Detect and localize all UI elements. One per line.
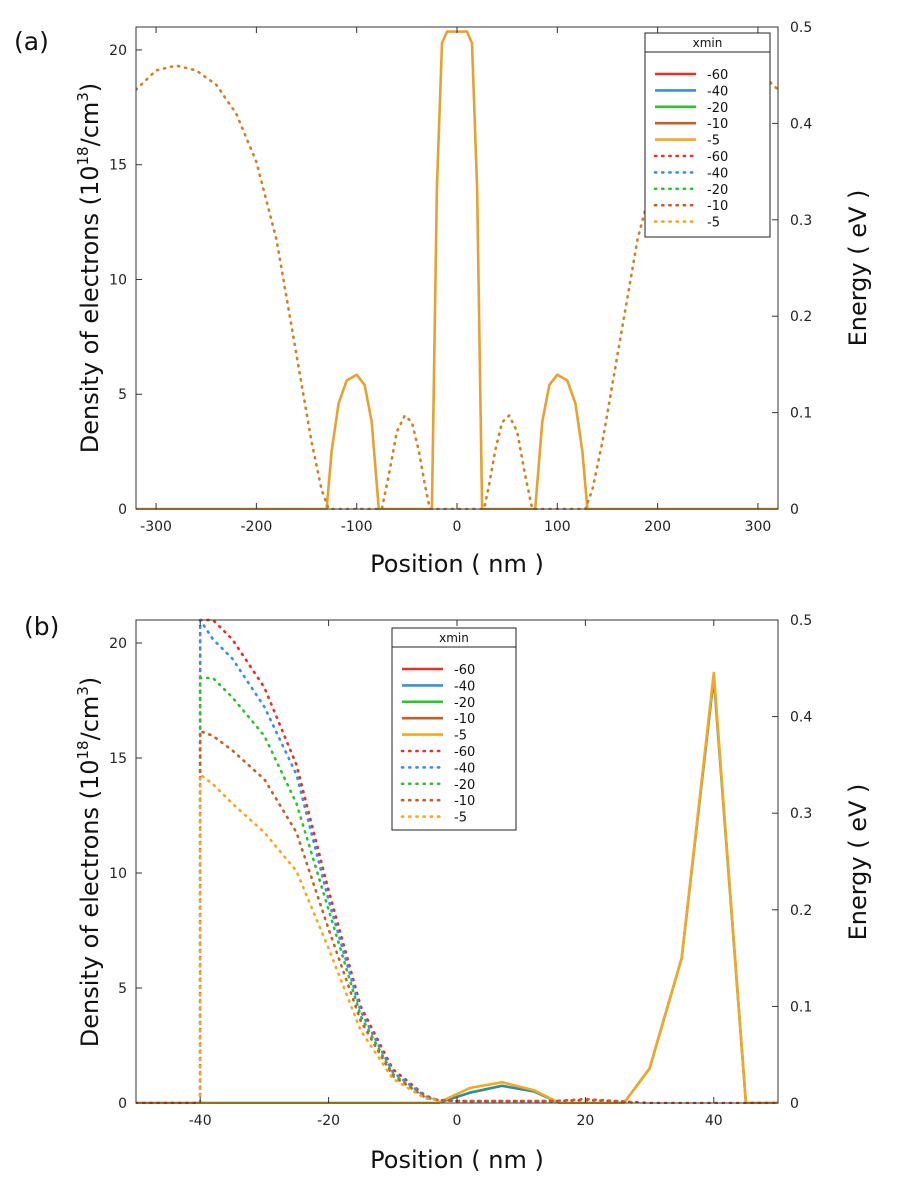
legend-label-0: -60	[707, 68, 728, 83]
x-tick-label: -300	[140, 519, 172, 535]
legend-label-7: -20	[454, 778, 475, 793]
y-tick-label-right: 0.3	[790, 806, 812, 822]
legend-label-2: -20	[707, 101, 728, 116]
x-axis-title: Position ( nm )	[370, 550, 544, 578]
legend-label-6: -40	[707, 166, 728, 181]
x-tick-label: -200	[240, 519, 272, 535]
legend-label-1: -40	[454, 679, 475, 694]
y-axis-title-part: )	[76, 83, 104, 92]
x-tick-label: 40	[705, 1113, 723, 1129]
legend-label-0: -60	[454, 663, 475, 678]
legend: xmin-60-40-20-10-5-60-40-20-10-5	[391, 627, 517, 831]
y-tick-label-left: 0	[118, 1096, 127, 1112]
x-axis-title: Position ( nm )	[370, 1146, 544, 1174]
legend-label-5: -60	[707, 150, 728, 165]
y-tick-label-left: 10	[109, 272, 127, 288]
y-tick-label-left: 10	[109, 866, 127, 882]
legend-title: xmin	[693, 36, 723, 50]
y-tick-label-right: 0.1	[790, 999, 812, 1015]
y-tick-label-right: 0.3	[790, 213, 812, 229]
y-tick-label-right: 0	[790, 502, 799, 518]
x-tick-label: 0	[453, 1113, 462, 1129]
panel-b: (b) -40 -20 0 20 40 0 5 10 15 20 0 0.1 0.2 0.3 0.4 0.5 Po…	[24, 612, 872, 1174]
y-axis-title-part: )	[76, 677, 104, 686]
panel-label: (b)	[24, 612, 59, 641]
x-tick-label: -100	[341, 519, 373, 535]
panel-a: (a)-300 -200 -100 0 100 200 3000510152000.10.2…	[14, 20, 872, 578]
series-line-3	[198, 618, 440, 1104]
y-tick-label-right: 0.2	[790, 903, 812, 919]
y-tick-label-left: 0	[118, 502, 127, 518]
legend-label-9: -5	[707, 216, 720, 231]
y-tick-label-right: 0.5	[790, 20, 812, 36]
y-tick-label-left: 20	[109, 636, 127, 652]
y-tick-label-right: 0.4	[790, 710, 812, 726]
y-tick-label-left: 5	[118, 387, 127, 403]
legend-label-3: -10	[707, 117, 728, 132]
legend-label-6: -40	[454, 761, 475, 776]
legend-label-8: -10	[707, 199, 728, 214]
x-tick-label: 300	[745, 519, 772, 535]
legend-label-5: -60	[454, 745, 475, 760]
legend-label-3: -10	[454, 712, 475, 727]
legend-label-9: -5	[454, 811, 467, 826]
x-tick-label: 200	[644, 519, 671, 535]
legend-label-2: -20	[454, 696, 475, 711]
y-tick-label-right: 0.1	[790, 406, 812, 422]
y-tick-label-left: 15	[109, 158, 127, 174]
y-axis-title-sup: 18	[74, 146, 92, 165]
x-tick-label: -20	[317, 1113, 340, 1129]
x-tick-label: 100	[544, 519, 571, 535]
y-axis-title-sup: 3	[74, 92, 92, 102]
legend-box	[644, 32, 771, 238]
y-axis-title-part: /cm	[76, 102, 104, 147]
series-line-1	[136, 64, 778, 510]
x-tick-label: -40	[189, 1113, 212, 1129]
legend-label-8: -10	[454, 794, 475, 809]
series-line-5	[198, 729, 639, 1104]
y-tick-label-left: 20	[109, 43, 127, 59]
x-tick-label: 20	[576, 1113, 594, 1129]
y-tick-label-left: 15	[109, 751, 127, 767]
legend-label-4: -5	[707, 134, 720, 149]
y-axis-title-part: Density of electrons (10	[76, 759, 104, 1047]
y-axis-title-right: Energy ( eV )	[844, 190, 872, 347]
legend-box	[391, 627, 517, 831]
y-axis-title-part: Density of electrons (10	[76, 165, 104, 453]
y-axis-title-sup: 18	[74, 740, 92, 759]
y-tick-label-right: 0	[790, 1096, 799, 1112]
panel-label: (a)	[14, 27, 49, 56]
legend-label-7: -20	[707, 183, 728, 198]
y-axis-title-right: Energy ( eV )	[844, 784, 872, 941]
series-line-4	[198, 676, 440, 1104]
y-axis-title-left: Density of electrons (1018/cm3)	[74, 677, 104, 1047]
legend-title: xmin	[439, 631, 469, 645]
legend: xmin-60-40-20-10-5-60-40-20-10-5	[644, 32, 771, 238]
y-axis-title-part: /cm	[76, 696, 104, 741]
y-axis-title-left: Density of electrons (1018/cm3)	[74, 83, 104, 453]
y-tick-label-right: 0.5	[790, 613, 812, 629]
y-tick-label-left: 5	[118, 981, 127, 997]
y-tick-label-right: 0.4	[790, 116, 812, 132]
series-line-6	[198, 773, 440, 1104]
y-tick-label-right: 0.2	[790, 309, 812, 325]
y-axis-title-sup: 3	[74, 686, 92, 696]
legend-label-4: -5	[454, 729, 467, 744]
legend-label-1: -40	[707, 84, 728, 99]
x-tick-label: 0	[453, 519, 462, 535]
